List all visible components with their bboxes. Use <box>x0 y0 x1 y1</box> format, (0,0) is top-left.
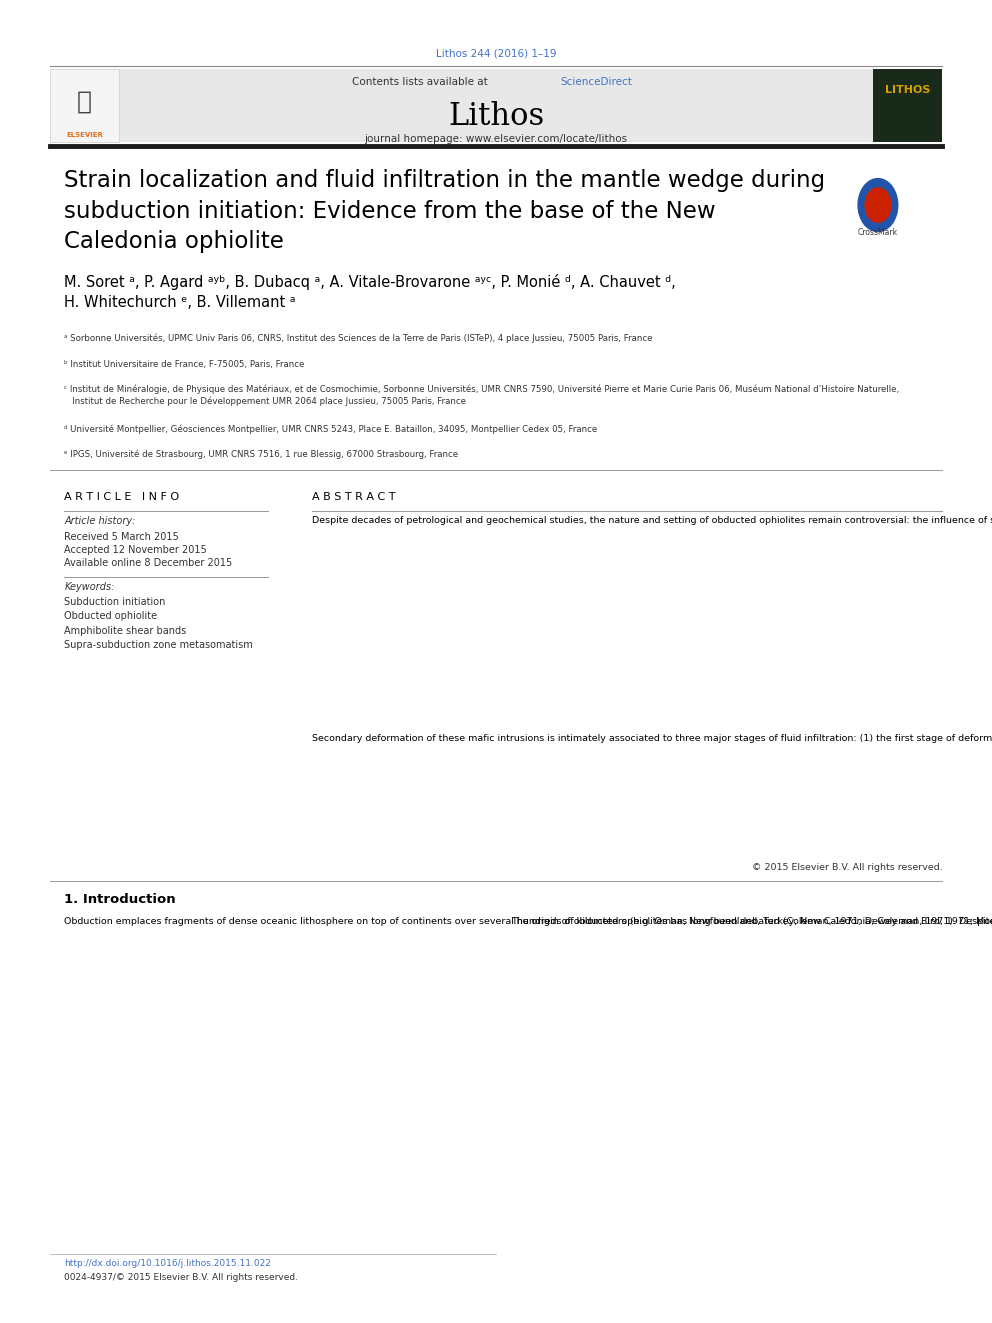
Text: M. Soret ᵃ, P. Agard ᵃʸᵇ, B. Dubacq ᵃ, A. Vitale-Brovarone ᵃʸᶜ, P. Monié ᵈ, A. C: M. Soret ᵃ, P. Agard ᵃʸᵇ, B. Dubacq ᵃ, A… <box>64 274 677 310</box>
Text: ᶜ Institut de Minéralogie, de Physique des Matériaux, et de Cosmochimie, Sorbonn: ᶜ Institut de Minéralogie, de Physique d… <box>64 385 900 406</box>
Text: Lithos 244 (2016) 1–19: Lithos 244 (2016) 1–19 <box>435 49 557 60</box>
Text: ᵉ IPGS, Université de Strasbourg, UMR CNRS 7516, 1 rue Blessig, 67000 Strasbourg: ᵉ IPGS, Université de Strasbourg, UMR CN… <box>64 450 458 459</box>
Text: Secondary deformation of these mafic intrusions is intimately associated to thre: Secondary deformation of these mafic int… <box>312 734 992 744</box>
Text: © 2015 Elsevier B.V. All rights reserved.: © 2015 Elsevier B.V. All rights reserved… <box>752 863 942 872</box>
Text: 0024-4937/© 2015 Elsevier B.V. All rights reserved.: 0024-4937/© 2015 Elsevier B.V. All right… <box>64 1273 299 1282</box>
Text: Keywords:: Keywords: <box>64 582 115 593</box>
Text: journal homepage: www.elsevier.com/locate/lithos: journal homepage: www.elsevier.com/locat… <box>364 134 628 144</box>
Text: ScienceDirect: ScienceDirect <box>560 77 632 87</box>
Text: Despite decades of petrological and geochemical studies, the nature and setting : Despite decades of petrological and geoc… <box>312 516 992 525</box>
Text: Amphibolite shear bands: Amphibolite shear bands <box>64 626 186 636</box>
Text: CrossMark: CrossMark <box>858 228 898 237</box>
Text: Available online 8 December 2015: Available online 8 December 2015 <box>64 558 233 569</box>
Text: Subduction initiation: Subduction initiation <box>64 597 166 607</box>
Text: http://dx.doi.org/10.1016/j.lithos.2015.11.022: http://dx.doi.org/10.1016/j.lithos.2015.… <box>64 1259 272 1269</box>
Text: A B S T R A C T: A B S T R A C T <box>312 492 396 503</box>
Text: ᵇ Institut Universitaire de France, F-75005, Paris, France: ᵇ Institut Universitaire de France, F-75… <box>64 360 305 369</box>
Text: ᵈ Université Montpellier, Géosciences Montpellier, UMR CNRS 5243, Place E. Batai: ᵈ Université Montpellier, Géosciences Mo… <box>64 425 598 434</box>
Text: 🌳: 🌳 <box>76 90 92 114</box>
Text: Article history:: Article history: <box>64 516 136 527</box>
Text: Supra-subduction zone metasomatism: Supra-subduction zone metasomatism <box>64 640 253 651</box>
Text: A R T I C L E   I N F O: A R T I C L E I N F O <box>64 492 180 503</box>
Text: 1. Introduction: 1. Introduction <box>64 893 177 906</box>
Text: Strain localization and fluid infiltration in the mantle wedge during
subduction: Strain localization and fluid infiltrati… <box>64 169 825 253</box>
Text: Obducted ophiolite: Obducted ophiolite <box>64 611 158 622</box>
Text: Received 5 March 2015: Received 5 March 2015 <box>64 532 180 542</box>
Text: ELSEVIER: ELSEVIER <box>65 132 103 139</box>
Text: The origin of obducted ophiolites has long been debated (Coleman, 1971; Dewey an: The origin of obducted ophiolites has lo… <box>511 917 992 926</box>
Text: Contents lists available at: Contents lists available at <box>352 77 491 87</box>
Text: Accepted 12 November 2015: Accepted 12 November 2015 <box>64 545 207 556</box>
Text: LITHOS: LITHOS <box>885 85 930 95</box>
Text: Lithos: Lithos <box>447 101 545 131</box>
Text: Obduction emplaces fragments of dense oceanic lithosphere on top of continents o: Obduction emplaces fragments of dense oc… <box>64 917 992 926</box>
Text: ᵃ Sorbonne Universités, UPMC Univ Paris 06, CNRS, Institut des Sciences de la Te: ᵃ Sorbonne Universités, UPMC Univ Paris … <box>64 333 653 343</box>
